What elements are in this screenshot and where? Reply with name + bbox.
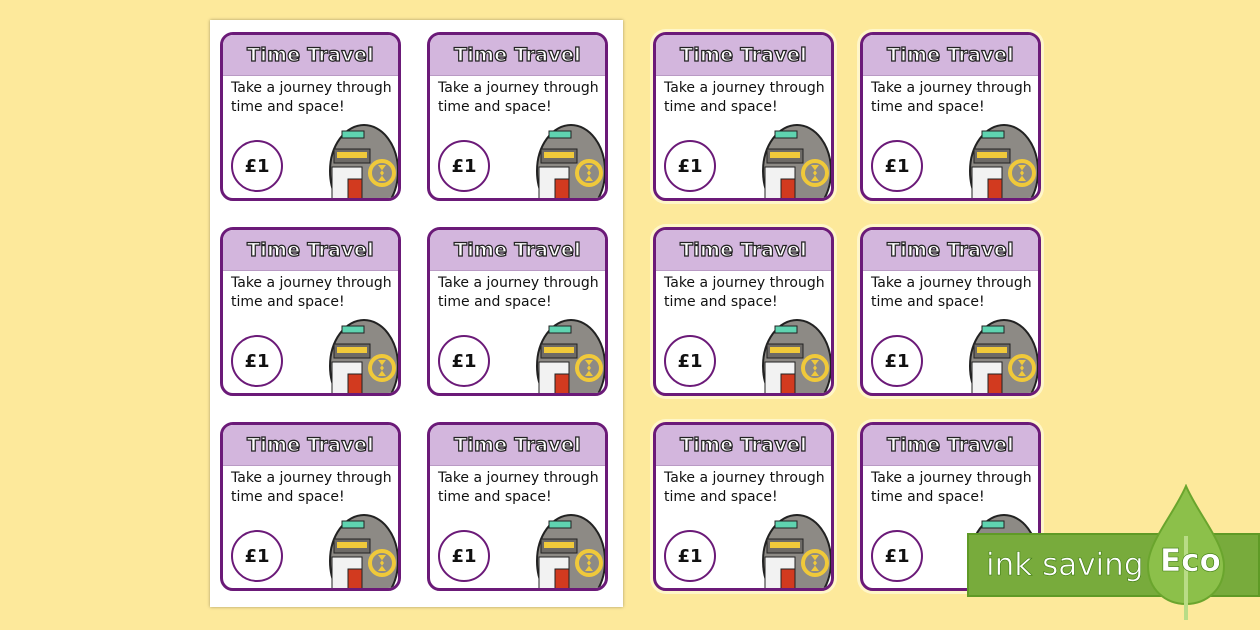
card-title: Time Travel xyxy=(246,43,374,66)
price-badge: £1 xyxy=(231,140,283,192)
ticket-card: Time Travel Take a journey through time a… xyxy=(653,227,834,396)
price-badge: £1 xyxy=(871,335,923,387)
card-header: Time Travel xyxy=(863,35,1038,76)
card-description: Take a journey through time and space! xyxy=(871,80,1032,115)
time-machine-illustration xyxy=(536,319,605,393)
card-title: Time Travel xyxy=(886,433,1014,456)
time-machine-illustration xyxy=(762,514,831,588)
price-badge: £1 xyxy=(871,530,923,582)
card-header: Time Travel xyxy=(656,230,831,271)
card-title: Time Travel xyxy=(453,43,581,66)
time-machine-illustration xyxy=(329,319,398,393)
price-badge: £1 xyxy=(664,140,716,192)
ticket-card: Time Travel Take a journey through time a… xyxy=(427,227,608,396)
time-machine-illustration xyxy=(329,514,398,588)
ticket-card: Time Travel Take a journey through time a… xyxy=(220,32,401,201)
ticket-card: Time Travel Take a journey through time a… xyxy=(860,32,1041,201)
price-badge: £1 xyxy=(664,530,716,582)
ticket-card: Time Travel Take a journey through time a… xyxy=(427,32,608,201)
ticket-card: Time Travel Take a journey through time a… xyxy=(427,422,608,591)
card-header: Time Travel xyxy=(430,425,605,466)
ticket-card: Time Travel Take a journey through time a… xyxy=(220,422,401,591)
card-description: Take a journey through time and space! xyxy=(438,275,599,310)
ticket-card: Time Travel Take a journey through time a… xyxy=(860,227,1041,396)
card-header: Time Travel xyxy=(430,230,605,271)
card-title: Time Travel xyxy=(679,43,807,66)
card-header: Time Travel xyxy=(656,425,831,466)
card-description: Take a journey through time and space! xyxy=(438,470,599,505)
price-badge: £1 xyxy=(664,335,716,387)
card-header: Time Travel xyxy=(223,35,398,76)
time-machine-illustration xyxy=(969,124,1038,198)
leaf-icon xyxy=(1146,484,1226,620)
card-description: Take a journey through time and space! xyxy=(664,275,825,310)
card-header: Time Travel xyxy=(863,230,1038,271)
ink-saving-label: ink saving xyxy=(986,547,1144,584)
ticket-card: Time Travel Take a journey through time a… xyxy=(653,32,834,201)
time-machine-illustration xyxy=(536,514,605,588)
card-title: Time Travel xyxy=(246,433,374,456)
card-description: Take a journey through time and space! xyxy=(871,470,1032,505)
price-badge: £1 xyxy=(871,140,923,192)
card-title: Time Travel xyxy=(246,238,374,261)
price-badge: £1 xyxy=(231,335,283,387)
price-badge: £1 xyxy=(231,530,283,582)
card-header: Time Travel xyxy=(863,425,1038,466)
card-description: Take a journey through time and space! xyxy=(231,275,392,310)
time-machine-illustration xyxy=(329,124,398,198)
card-description: Take a journey through time and space! xyxy=(231,470,392,505)
card-title: Time Travel xyxy=(453,238,581,261)
ticket-card: Time Travel Take a journey through time a… xyxy=(653,422,834,591)
card-header: Time Travel xyxy=(430,35,605,76)
card-title: Time Travel xyxy=(886,238,1014,261)
card-description: Take a journey through time and space! xyxy=(871,275,1032,310)
time-machine-illustration xyxy=(762,124,831,198)
card-description: Take a journey through time and space! xyxy=(664,470,825,505)
time-machine-illustration xyxy=(536,124,605,198)
eco-label: Eco xyxy=(1160,543,1221,580)
card-header: Time Travel xyxy=(223,230,398,271)
card-title: Time Travel xyxy=(679,238,807,261)
time-machine-illustration xyxy=(762,319,831,393)
time-machine-illustration xyxy=(969,319,1038,393)
price-badge: £1 xyxy=(438,140,490,192)
card-description: Take a journey through time and space! xyxy=(231,80,392,115)
card-description: Take a journey through time and space! xyxy=(664,80,825,115)
card-header: Time Travel xyxy=(223,425,398,466)
card-header: Time Travel xyxy=(656,35,831,76)
card-title: Time Travel xyxy=(453,433,581,456)
card-description: Take a journey through time and space! xyxy=(438,80,599,115)
card-title: Time Travel xyxy=(886,43,1014,66)
ticket-card: Time Travel Take a journey through time a… xyxy=(220,227,401,396)
price-badge: £1 xyxy=(438,530,490,582)
price-badge: £1 xyxy=(438,335,490,387)
card-title: Time Travel xyxy=(679,433,807,456)
